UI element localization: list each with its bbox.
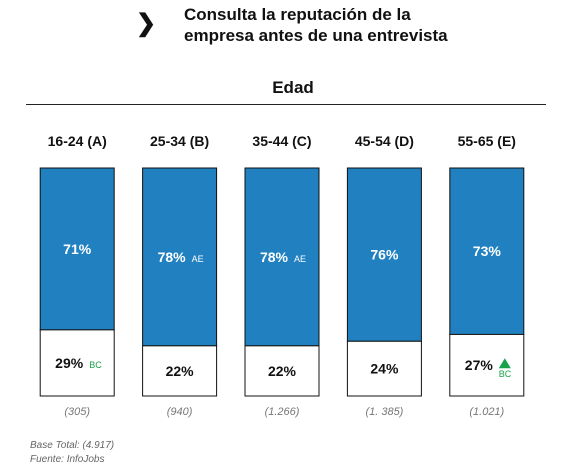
data-label: 71% xyxy=(63,241,92,257)
bar-segment-bottom xyxy=(244,345,320,397)
data-label: 29% xyxy=(55,355,84,371)
significance-label: AE xyxy=(192,254,204,264)
bar-segment-top xyxy=(449,167,525,335)
base-label: (1. 385) xyxy=(365,406,403,418)
category-label: 45-54 (D) xyxy=(355,133,414,149)
source-note: Fuente: InfoJobs xyxy=(30,454,105,465)
significance-label: AE xyxy=(294,254,306,264)
data-label: 76% xyxy=(370,247,399,263)
bar-segment-bottom xyxy=(142,345,218,397)
data-label: 27% xyxy=(465,357,494,373)
data-label: 22% xyxy=(268,363,297,379)
data-label: 73% xyxy=(473,243,502,259)
category-label: 16-24 (A) xyxy=(48,133,107,149)
data-label: 78% xyxy=(158,249,187,265)
base-label: (1.021) xyxy=(469,406,504,418)
chart-title-line-1: Consulta la reputación de la xyxy=(184,5,411,24)
base-label: (305) xyxy=(64,406,90,418)
significance-label: BC xyxy=(89,360,102,370)
bar-segment-bottom xyxy=(346,340,422,397)
bar-segment-top xyxy=(142,167,218,347)
data-label: 22% xyxy=(166,363,195,379)
bar-segment-top xyxy=(244,167,320,347)
category-label: 35-44 (C) xyxy=(252,133,311,149)
category-label: 55-65 (E) xyxy=(458,133,516,149)
bar-segment-top xyxy=(346,167,422,342)
base-label: (1.266) xyxy=(265,406,300,418)
triangle-up-icon xyxy=(498,358,511,369)
header-divider xyxy=(26,104,546,105)
significance-label: BC xyxy=(499,369,512,379)
category-label: 25-34 (B) xyxy=(150,133,209,149)
bar-segment-bottom xyxy=(449,333,525,397)
data-label: 78% xyxy=(260,249,289,265)
base-total-note: Base Total: (4.917) xyxy=(30,440,115,451)
group-label: Edad xyxy=(272,78,314,97)
bar-segment-bottom xyxy=(39,329,115,397)
chart-title: Consulta la reputación de la empresa ant… xyxy=(184,4,484,46)
base-label: (940) xyxy=(167,406,193,418)
data-label: 24% xyxy=(370,361,399,377)
chart-title-line-2: empresa antes de una entrevista xyxy=(184,26,448,45)
chevron-right-icon: ❯ xyxy=(136,10,157,37)
